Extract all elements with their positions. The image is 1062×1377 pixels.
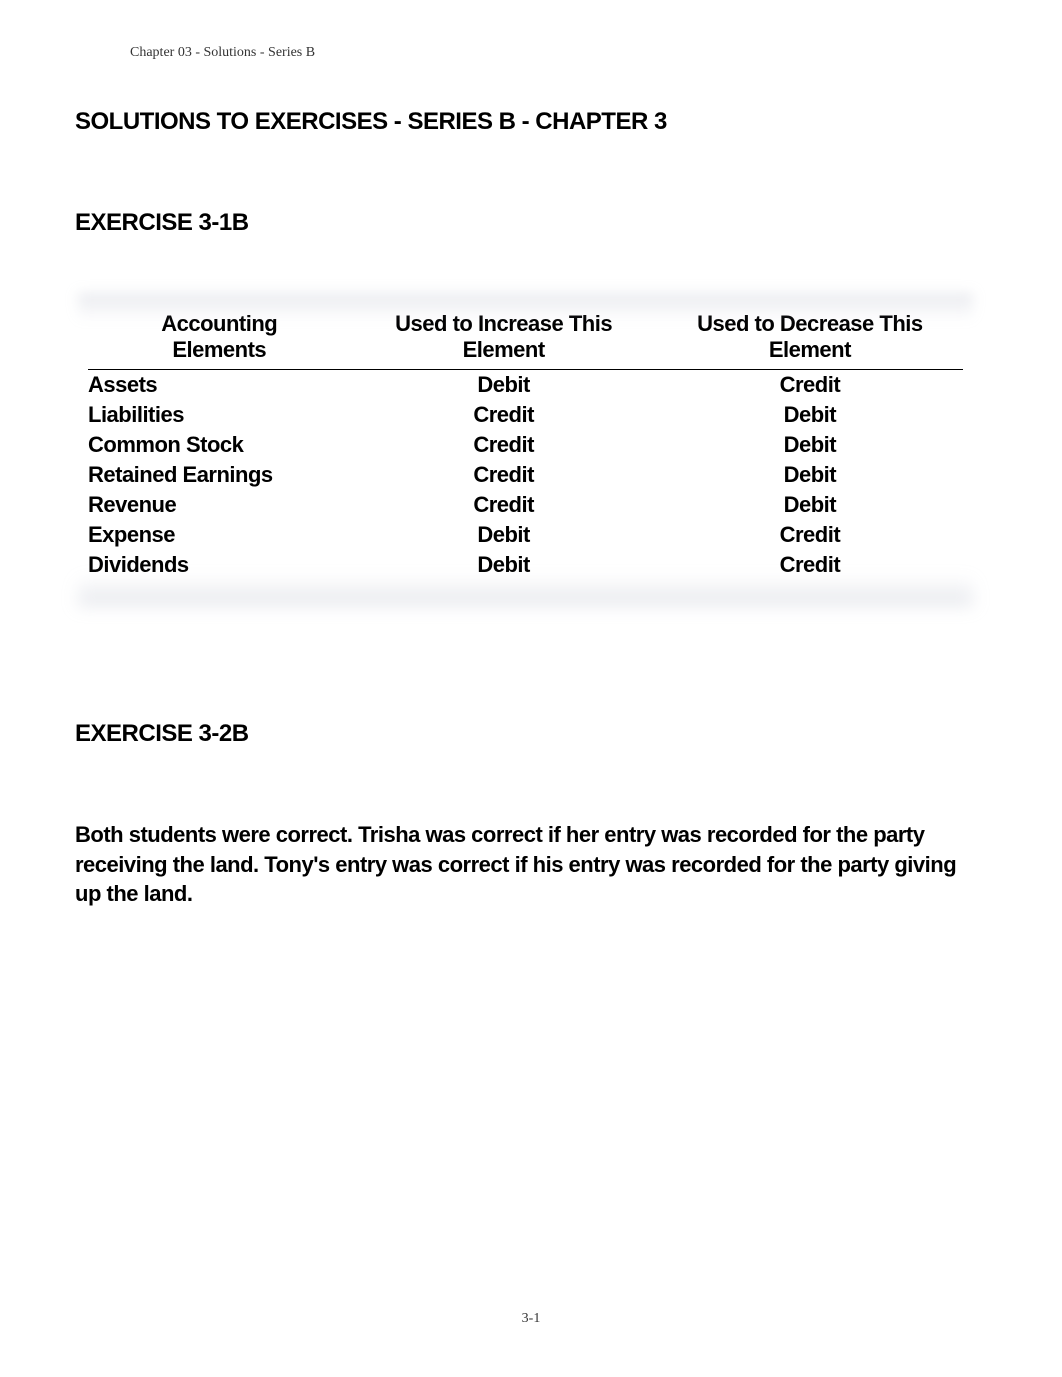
table-row: Revenue Credit Debit	[88, 490, 963, 520]
table-cell: Debit	[657, 490, 963, 520]
header-line: Accounting	[92, 311, 347, 337]
accounting-elements-table-container: Accounting Elements Used to Increase Thi…	[88, 303, 963, 594]
table-cell: Credit	[351, 490, 657, 520]
table-cell: Credit	[657, 520, 963, 550]
page-header: Chapter 03 - Solutions - Series B	[130, 45, 315, 61]
table-cell: Debit	[351, 550, 657, 580]
table-cell: Revenue	[88, 490, 351, 520]
table-cell: Expense	[88, 520, 351, 550]
table-cell: Debit	[351, 520, 657, 550]
header-line: Used to Increase This	[355, 311, 653, 337]
table-cell: Dividends	[88, 550, 351, 580]
table-cell: Credit	[351, 430, 657, 460]
table-header-increase: Used to Increase This Element	[351, 303, 657, 370]
table-cell: Credit	[657, 370, 963, 401]
table-row: Expense Debit Credit	[88, 520, 963, 550]
table-cell: Credit	[657, 550, 963, 580]
table-cell: Debit	[657, 400, 963, 430]
table-cell: Liabilities	[88, 400, 351, 430]
page-number: 3-1	[0, 1311, 1062, 1327]
table-row: Retained Earnings Credit Debit	[88, 460, 963, 490]
table-row: Dividends Debit Credit	[88, 550, 963, 580]
header-line: Element	[355, 337, 653, 363]
main-title: SOLUTIONS TO EXERCISES - SERIES B - CHAP…	[75, 108, 667, 136]
table-header-elements: Accounting Elements	[88, 303, 351, 370]
table-cell: Credit	[351, 400, 657, 430]
table-spacer-row	[88, 580, 963, 594]
table-row: Liabilities Credit Debit	[88, 400, 963, 430]
table-row: Assets Debit Credit	[88, 370, 963, 401]
table-cell: Debit	[657, 430, 963, 460]
table-cell: Assets	[88, 370, 351, 401]
table-cell: Debit	[657, 460, 963, 490]
header-line: Element	[661, 337, 959, 363]
header-line: Used to Decrease This	[661, 311, 959, 337]
table-cell: Common Stock	[88, 430, 351, 460]
table-row: Common Stock Credit Debit	[88, 430, 963, 460]
table-header-decrease: Used to Decrease This Element	[657, 303, 963, 370]
exercise-2-heading: EXERCISE 3-2B	[75, 720, 249, 748]
table-cell: Debit	[351, 370, 657, 401]
table-cell: Retained Earnings	[88, 460, 351, 490]
table-header-row: Accounting Elements Used to Increase Thi…	[88, 303, 963, 370]
accounting-elements-table: Accounting Elements Used to Increase Thi…	[88, 303, 963, 594]
exercise-2-paragraph: Both students were correct. Trisha was c…	[75, 820, 987, 909]
table-cell: Credit	[351, 460, 657, 490]
header-line: Elements	[92, 337, 347, 363]
exercise-1-heading: EXERCISE 3-1B	[75, 209, 249, 237]
